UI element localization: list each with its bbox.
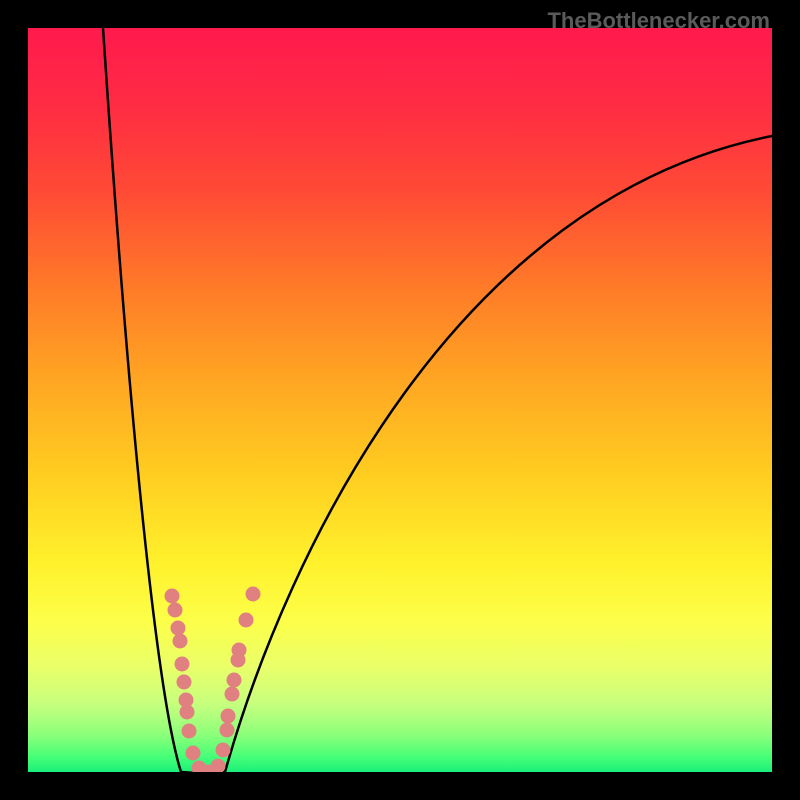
data-marker (173, 634, 188, 649)
data-marker (165, 589, 180, 604)
data-marker (177, 675, 192, 690)
data-marker (232, 643, 247, 658)
data-marker (175, 657, 190, 672)
data-marker (225, 687, 240, 702)
data-marker (168, 603, 183, 618)
data-marker (180, 705, 195, 720)
data-marker (220, 723, 235, 738)
data-marker (211, 759, 226, 774)
chart-svg (0, 0, 800, 800)
data-marker (186, 746, 201, 761)
data-marker (239, 613, 254, 628)
data-marker (182, 724, 197, 739)
watermark-text: TheBottlenecker.com (547, 8, 770, 34)
data-marker (221, 709, 236, 724)
data-marker (227, 673, 242, 688)
data-marker (216, 743, 231, 758)
data-marker (246, 587, 261, 602)
data-marker (171, 621, 186, 636)
chart-container: TheBottlenecker.com (0, 0, 800, 800)
